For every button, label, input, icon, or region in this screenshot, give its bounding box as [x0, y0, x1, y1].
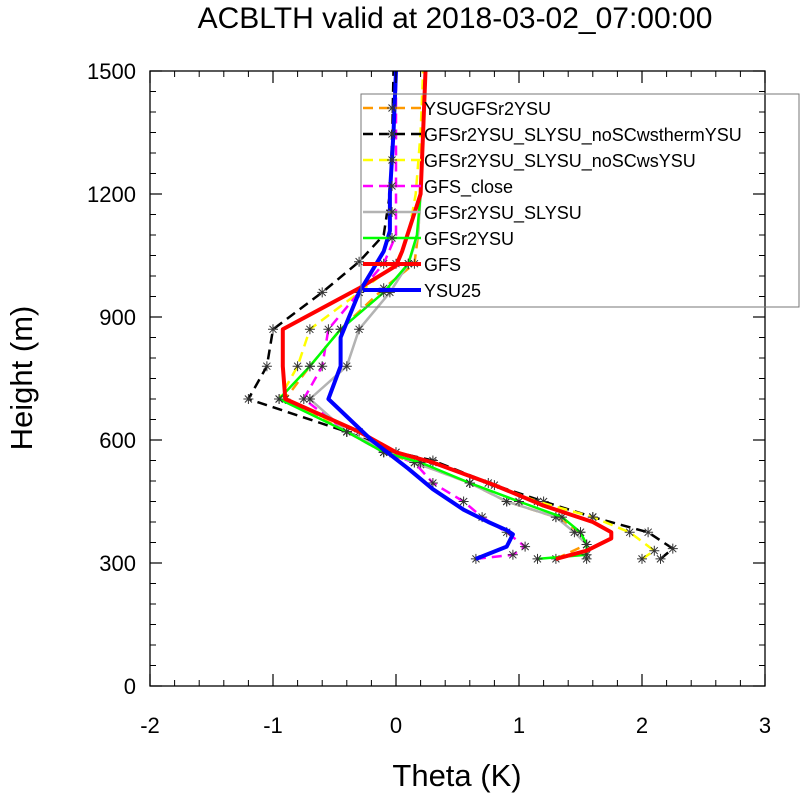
y-tick-label: 0	[124, 674, 136, 699]
series-marker	[292, 361, 303, 372]
series-marker	[304, 324, 315, 335]
series-line	[280, 70, 614, 561]
series-marker	[569, 527, 580, 538]
series-marker	[514, 496, 524, 507]
series-marker	[243, 394, 254, 404]
legend-label: GFS_close	[424, 177, 513, 198]
series-marker	[643, 527, 654, 538]
series-line	[302, 71, 527, 561]
series-marker	[538, 496, 549, 507]
series-marker	[317, 287, 328, 298]
legend-label: GFSr2YSU_SLYSU	[424, 203, 582, 224]
legend-box	[360, 93, 800, 308]
series-group	[280, 70, 614, 561]
legend-label: YSUGFSr2YSU	[424, 99, 551, 119]
legend-label: GFSr2YSU_SLYSU_noSCwsthermYSU	[424, 125, 742, 146]
x-tick-label: 0	[390, 713, 402, 738]
series-marker	[409, 457, 420, 468]
series-marker	[341, 361, 352, 372]
series-marker	[261, 361, 272, 372]
y-tick-label: 1200	[87, 182, 136, 207]
legend-label: GFSr2YSU_SLYSU_noSCwsYSU	[424, 151, 696, 172]
series-group	[274, 70, 592, 564]
x-tick-label: 3	[759, 713, 771, 738]
series-marker	[378, 287, 389, 298]
series-marker	[335, 324, 346, 335]
axis-ticks: -2 -1 0 1 2 3 0 300 600 900 1200 1500	[87, 59, 771, 738]
y-tick-label: 900	[99, 305, 136, 330]
series-marker	[354, 324, 365, 335]
series-marker	[384, 287, 395, 298]
chart-title: ACBLTH valid at 2018-03-02_07:00:00	[198, 2, 713, 35]
legend-label: GFSr2YSU	[424, 229, 514, 249]
legend-marker	[387, 103, 397, 113]
series-marker	[415, 457, 426, 468]
series-marker	[427, 478, 438, 488]
series-marker	[520, 541, 531, 552]
series-marker	[274, 394, 285, 404]
series-marker	[501, 496, 512, 507]
series-marker	[655, 553, 666, 564]
series-marker	[354, 256, 365, 267]
legend-marker	[387, 181, 397, 191]
legend-label: GFS	[424, 255, 461, 275]
series-marker	[458, 496, 469, 507]
series-marker	[507, 549, 518, 560]
x-tick-label: -2	[140, 713, 160, 738]
series-marker	[624, 527, 635, 538]
series-marker	[550, 512, 561, 523]
series-marker	[649, 545, 660, 556]
series-marker	[298, 394, 309, 404]
series-marker	[667, 543, 678, 554]
series-marker	[575, 527, 586, 538]
legend-marker	[387, 155, 397, 165]
series-marker	[341, 426, 352, 437]
series-line	[247, 70, 675, 560]
series-marker	[268, 324, 278, 335]
legend-marker	[387, 129, 397, 139]
series-marker	[304, 361, 315, 372]
legend: YSUGFSr2YSU GFSr2YSU_SLYSU_noSCwsthermYSU…	[360, 93, 800, 308]
series-marker	[378, 447, 389, 458]
y-tick-label: 1500	[87, 59, 136, 84]
series-marker	[637, 553, 647, 564]
series-marker	[464, 478, 475, 488]
series-marker	[587, 512, 598, 523]
x-tick-label: 2	[636, 713, 648, 738]
legend-marker	[387, 207, 397, 217]
series-marker	[557, 512, 567, 523]
legend-label: YSU25	[424, 281, 481, 301]
y-tick-label: 600	[99, 428, 136, 453]
x-axis-title: Theta (K)	[392, 758, 521, 793]
series-marker	[581, 539, 592, 550]
y-tick-label: 300	[99, 551, 136, 576]
series-line	[326, 70, 515, 561]
series-marker	[532, 553, 543, 564]
series-marker	[304, 394, 315, 404]
series-marker	[323, 324, 334, 335]
plot-lines	[243, 70, 678, 564]
series-marker	[581, 549, 592, 560]
legend-marker	[387, 233, 397, 243]
x-tick-label: 1	[513, 713, 525, 738]
series-group	[326, 70, 515, 561]
x-tick-label: -1	[263, 713, 283, 738]
y-axis-title: Height (m)	[4, 306, 39, 451]
series-marker	[317, 361, 328, 372]
